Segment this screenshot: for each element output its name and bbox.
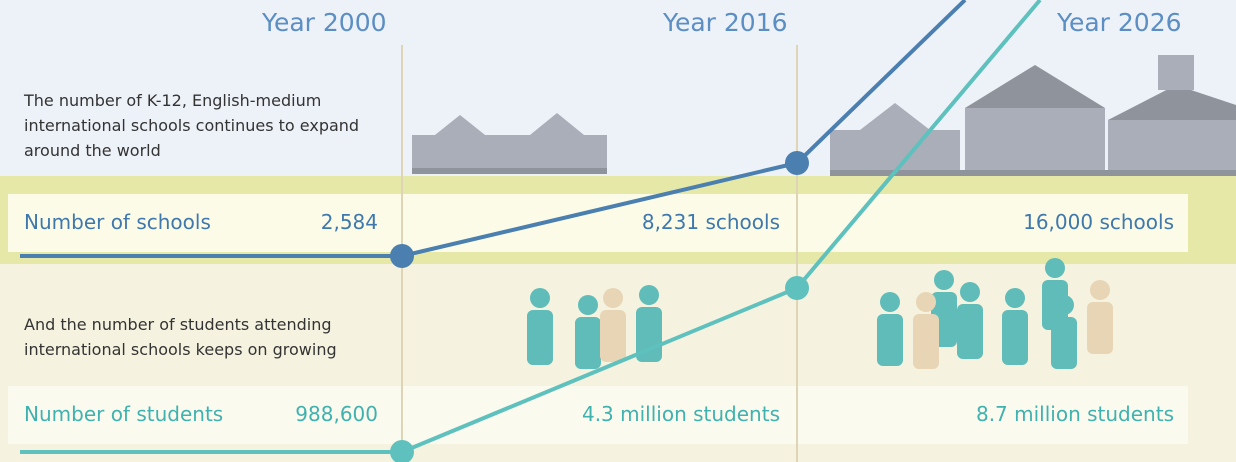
students-point bbox=[785, 276, 809, 300]
schools-label: Number of schools bbox=[24, 210, 211, 234]
students-point bbox=[390, 440, 414, 462]
students-trend bbox=[20, 0, 1042, 454]
students-value: 4.3 million students bbox=[581, 402, 780, 426]
people-icons bbox=[527, 258, 1113, 369]
schools-intro: The number of K-12, English-medium inter… bbox=[24, 91, 360, 160]
schools-point bbox=[785, 151, 809, 175]
school-icons bbox=[412, 55, 1236, 176]
year-label: Year 2000 bbox=[262, 8, 387, 37]
schools-point bbox=[390, 244, 414, 268]
students-value: 8.7 million students bbox=[975, 402, 1174, 426]
schools-row bbox=[8, 194, 1188, 252]
students-intro: And the number of students attending int… bbox=[24, 315, 337, 359]
schools-trend bbox=[20, 0, 967, 258]
year-label: Year 2026 bbox=[1057, 8, 1182, 37]
students-value: 988,600 bbox=[295, 402, 378, 426]
schools-value: 8,231 schools bbox=[641, 210, 780, 234]
year-label: Year 2016 bbox=[663, 8, 788, 37]
schools-value: 16,000 schools bbox=[1023, 210, 1174, 234]
students-row bbox=[8, 386, 1188, 444]
students-label: Number of students bbox=[24, 402, 224, 426]
schools-value: 2,584 bbox=[320, 210, 378, 234]
